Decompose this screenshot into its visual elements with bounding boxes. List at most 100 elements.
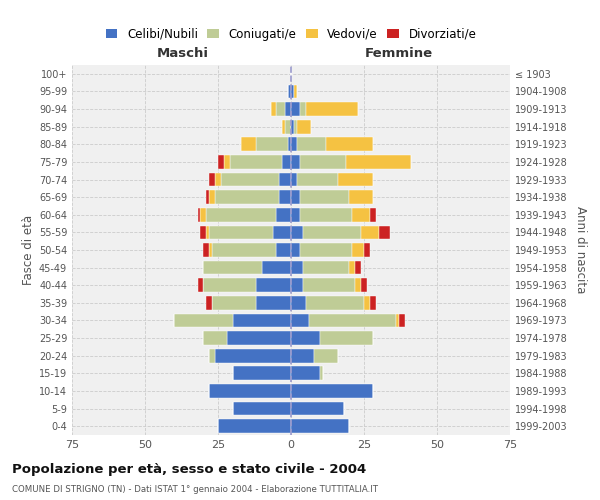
Bar (291, 172, 297, 186)
Bar (361, 226, 379, 239)
Bar (305, 296, 364, 310)
Bar (221, 172, 280, 186)
Bar (291, 349, 314, 362)
Bar (282, 120, 285, 134)
Bar (280, 190, 291, 204)
Bar (291, 331, 320, 345)
Bar (361, 278, 367, 292)
Bar (233, 366, 291, 380)
Bar (209, 190, 215, 204)
Bar (215, 190, 280, 204)
Bar (370, 296, 376, 310)
Bar (271, 102, 277, 116)
Bar (379, 226, 390, 239)
Bar (291, 208, 300, 222)
Bar (291, 384, 373, 398)
Bar (291, 296, 305, 310)
Bar (224, 155, 230, 169)
Bar (203, 243, 209, 257)
Bar (349, 190, 373, 204)
Bar (352, 243, 364, 257)
Bar (215, 349, 291, 362)
Bar (291, 120, 294, 134)
Bar (300, 155, 346, 169)
Bar (308, 314, 396, 328)
Bar (352, 208, 370, 222)
Text: Maschi: Maschi (157, 46, 209, 60)
Bar (396, 314, 399, 328)
Bar (320, 331, 373, 345)
Text: COMUNE DI STRIGNO (TN) - Dati ISTAT 1° gennaio 2004 - Elaborazione TUTTITALIA.IT: COMUNE DI STRIGNO (TN) - Dati ISTAT 1° g… (12, 485, 378, 494)
Bar (218, 420, 291, 433)
Bar (285, 102, 291, 116)
Bar (209, 349, 215, 362)
Bar (174, 314, 233, 328)
Bar (197, 278, 203, 292)
Text: Femmine: Femmine (365, 46, 433, 60)
Bar (370, 208, 376, 222)
Bar (291, 314, 308, 328)
Bar (320, 366, 323, 380)
Bar (300, 190, 349, 204)
Bar (262, 260, 291, 274)
Bar (212, 243, 277, 257)
Bar (291, 243, 300, 257)
Bar (291, 102, 300, 116)
Bar (355, 260, 361, 274)
Bar (203, 260, 262, 274)
Bar (346, 155, 411, 169)
Bar (291, 402, 344, 415)
Bar (364, 296, 370, 310)
Bar (241, 138, 256, 151)
Bar (285, 120, 291, 134)
Bar (227, 331, 291, 345)
Bar (215, 172, 221, 186)
Bar (297, 172, 338, 186)
Bar (297, 120, 311, 134)
Bar (206, 296, 212, 310)
Bar (233, 314, 291, 328)
Text: Popolazione per età, sesso e stato civile - 2004: Popolazione per età, sesso e stato civil… (12, 462, 366, 475)
Bar (326, 138, 373, 151)
Bar (338, 172, 373, 186)
Bar (302, 226, 361, 239)
Y-axis label: Anni di nascita: Anni di nascita (574, 206, 587, 294)
Bar (203, 278, 256, 292)
Bar (212, 296, 256, 310)
Bar (209, 243, 212, 257)
Bar (288, 138, 291, 151)
Bar (300, 102, 305, 116)
Bar (206, 208, 277, 222)
Bar (364, 243, 370, 257)
Bar (218, 155, 224, 169)
Bar (277, 243, 291, 257)
Bar (294, 120, 297, 134)
Bar (200, 226, 206, 239)
Y-axis label: Fasce di età: Fasce di età (22, 215, 35, 285)
Legend: Celibi/Nubili, Coniugati/e, Vedovi/e, Divorziati/e: Celibi/Nubili, Coniugati/e, Vedovi/e, Di… (101, 23, 481, 45)
Bar (291, 155, 300, 169)
Bar (209, 384, 291, 398)
Bar (399, 314, 405, 328)
Bar (256, 138, 288, 151)
Bar (280, 172, 291, 186)
Bar (291, 278, 302, 292)
Bar (297, 138, 326, 151)
Bar (277, 208, 291, 222)
Bar (291, 138, 297, 151)
Bar (274, 226, 291, 239)
Bar (209, 172, 215, 186)
Bar (277, 102, 285, 116)
Bar (291, 260, 302, 274)
Bar (206, 190, 209, 204)
Bar (291, 366, 320, 380)
Bar (300, 243, 352, 257)
Bar (233, 402, 291, 415)
Bar (349, 260, 355, 274)
Bar (256, 296, 291, 310)
Bar (355, 278, 361, 292)
Bar (282, 155, 291, 169)
Bar (300, 208, 352, 222)
Bar (209, 226, 274, 239)
Bar (200, 208, 206, 222)
